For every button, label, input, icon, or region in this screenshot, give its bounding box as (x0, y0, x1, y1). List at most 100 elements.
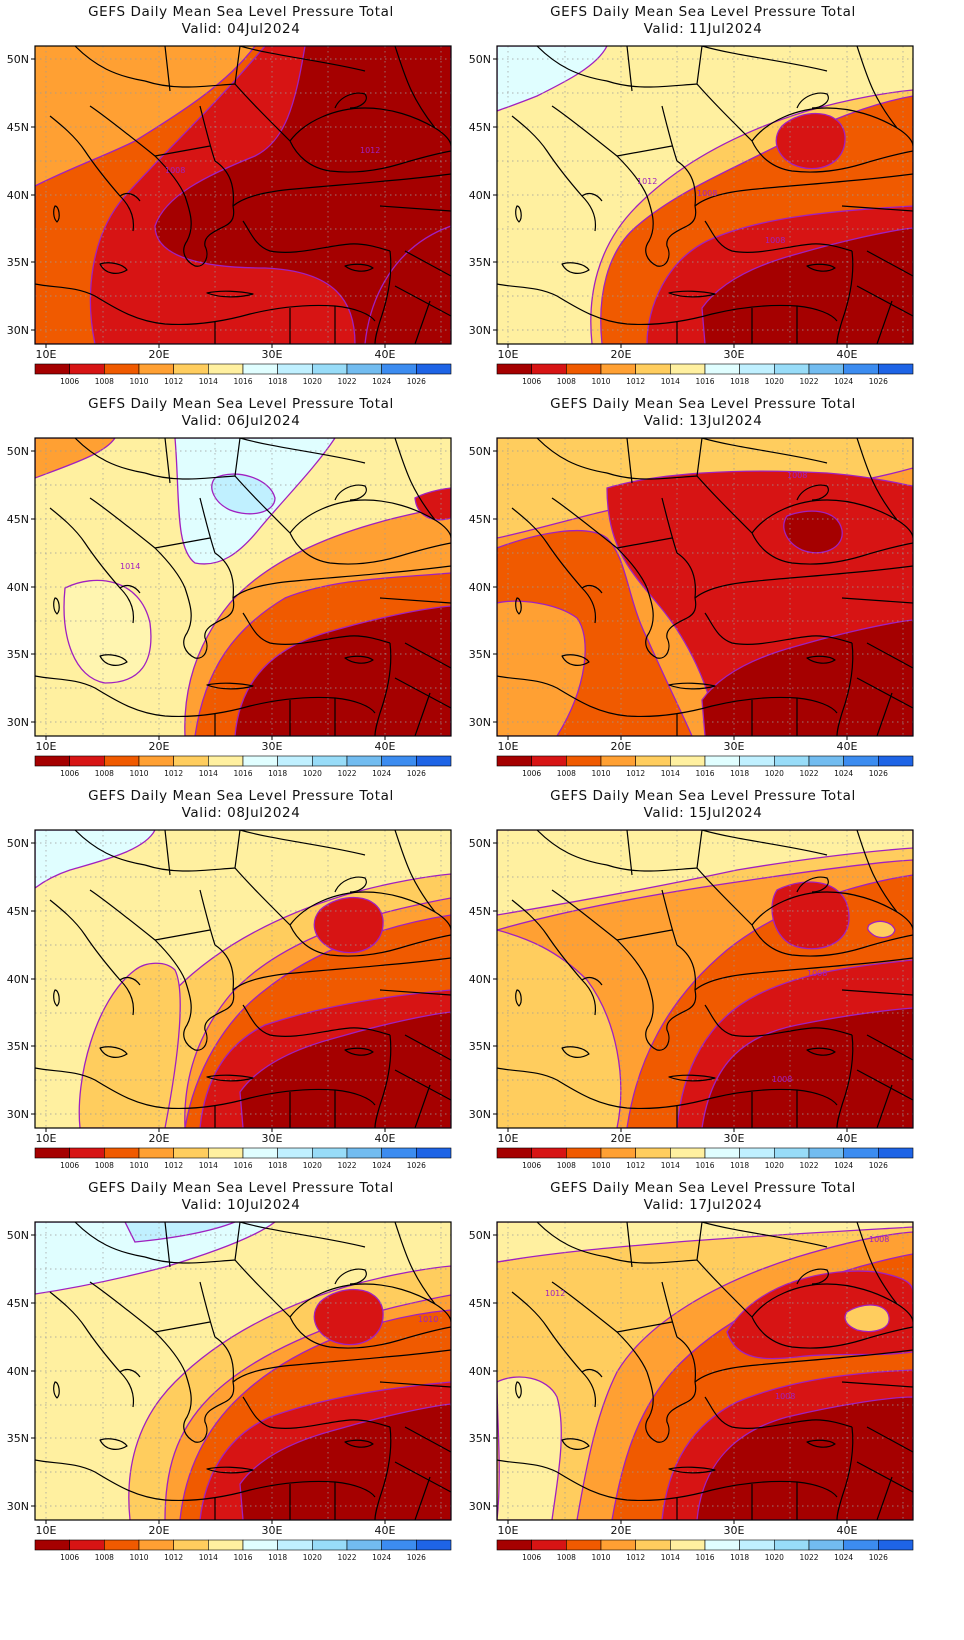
pressure-contour-region (239, 1403, 451, 1520)
colorbar-swatch (416, 363, 452, 375)
colorbar: 1006 1008 1010 1012 1014 1016 1018 1020 1022 1024… (34, 755, 452, 778)
map-panel: GEFS Daily Mean Sea Level Pressure Total… (462, 392, 944, 802)
colorbar: 1006 1008 1010 1012 1014 1016 1018 1020 1022 1024… (34, 1539, 452, 1562)
colorbar-tick-label: 1016 (233, 1161, 252, 1170)
colorbar-swatch (600, 363, 636, 375)
pressure-contour-region (497, 46, 608, 112)
colorbar-swatch (774, 1147, 810, 1159)
pressure-contour-region (497, 1222, 913, 1263)
map-svg: 1012 1008 1008 50N 45N 40N 35N 30N 10E 20E 30E 40E 1… (469, 1221, 914, 1562)
colorbar-swatch (704, 1147, 740, 1159)
lat-tick-label: 30N (7, 1108, 29, 1121)
lat-tick-label: 30N (469, 716, 491, 729)
lat-tick-label: 30N (7, 716, 29, 729)
lon-tick-label: 10E (498, 1524, 519, 1537)
colorbar-swatch (69, 1539, 105, 1551)
colorbar-swatch (416, 755, 452, 767)
lon-tick-label: 30E (262, 1524, 283, 1537)
lat-tick-label: 40N (7, 1365, 29, 1378)
colorbar-swatch (138, 755, 174, 767)
lat-tick-label: 35N (469, 1040, 491, 1053)
colorbar-tick-label: 1008 (95, 1553, 114, 1562)
pressure-contour-region (63, 579, 152, 684)
colorbar-swatch (496, 363, 532, 375)
lon-tick-label: 10E (36, 1524, 57, 1537)
colorbar-tick-label: 1026 (869, 377, 888, 386)
panel-valid-date: Valid: 10Jul2024 (181, 1197, 301, 1213)
contour-label: 1008 (165, 166, 185, 175)
coastlines (35, 830, 451, 1128)
colorbar-tick-label: 1010 (591, 1161, 610, 1170)
colorbar: 1006 1008 1010 1012 1014 1016 1018 1020 1022 1024… (496, 1539, 914, 1562)
colorbar-swatch (774, 363, 810, 375)
colorbar-swatch (312, 363, 348, 375)
colorbar-tick-label: 1006 (60, 377, 79, 386)
contour-label: 1008 (869, 1235, 889, 1244)
colorbar-swatch (878, 363, 914, 375)
lon-tick-label: 20E (611, 348, 632, 361)
colorbar-tick-label: 1010 (591, 769, 610, 778)
colorbar-tick-label: 1016 (695, 1161, 714, 1170)
colorbar-swatch (600, 1539, 636, 1551)
colorbar-tick-label: 1018 (268, 1553, 287, 1562)
colorbar-tick-label: 1016 (233, 1553, 252, 1562)
colorbar-tick-label: 1010 (129, 377, 148, 386)
colorbar-tick-label: 1016 (233, 769, 252, 778)
pressure-contour-region (701, 619, 913, 736)
colorbar-swatch (774, 755, 810, 767)
coastlines (35, 46, 451, 344)
colorbar-tick-label: 1018 (730, 377, 749, 386)
lon-tick-label: 30E (724, 1524, 745, 1537)
pressure-contour-region (783, 510, 843, 554)
lon-tick-label: 20E (611, 1132, 632, 1145)
colorbar-tick-label: 1006 (522, 377, 541, 386)
colorbar-tick-label: 1026 (407, 377, 426, 386)
colorbar-swatch (566, 1147, 602, 1159)
colorbar-swatch (670, 755, 706, 767)
colorbar-swatch (312, 755, 348, 767)
lat-tick-label: 40N (7, 189, 29, 202)
pressure-contour-region (867, 920, 896, 939)
colorbar-swatch (566, 755, 602, 767)
colorbar-swatch (496, 1147, 532, 1159)
colorbar-swatch (346, 1539, 382, 1551)
colorbar-swatch (381, 1147, 417, 1159)
colorbar-swatch (600, 1147, 636, 1159)
colorbar-tick-label: 1010 (129, 1161, 148, 1170)
lat-tick-label: 50N (469, 837, 491, 850)
lat-tick-label: 30N (7, 324, 29, 337)
lon-tick-label: 20E (149, 348, 170, 361)
colorbar-tick-label: 1026 (869, 769, 888, 778)
panel-title: GEFS Daily Mean Sea Level Pressure Total (88, 396, 394, 412)
pressure-contour-region (696, 1396, 913, 1520)
colorbar-tick-label: 1006 (522, 769, 541, 778)
lon-tick-label: 20E (149, 1132, 170, 1145)
colorbar-tick-label: 1024 (372, 769, 391, 778)
contour-label: 1012 (360, 146, 380, 155)
lat-tick-label: 35N (7, 648, 29, 661)
colorbar-swatch (670, 363, 706, 375)
lat-tick-label: 30N (469, 324, 491, 337)
colorbar-tick-label: 1024 (834, 377, 853, 386)
colorbar: 1006 1008 1010 1012 1014 1016 1018 1020 1022 1024… (496, 363, 914, 386)
panel-valid-date: Valid: 06Jul2024 (181, 413, 301, 429)
pressure-contour-region (497, 600, 586, 736)
pressure-contour-region (35, 438, 116, 479)
colorbar-swatch (808, 755, 844, 767)
colorbar-tick-label: 1020 (765, 769, 784, 778)
lon-tick-label: 10E (36, 1132, 57, 1145)
colorbar-swatch (34, 1539, 70, 1551)
colorbar-swatch (208, 755, 244, 767)
colorbar-tick-label: 1016 (695, 769, 714, 778)
colorbar-tick-label: 1010 (591, 1553, 610, 1562)
colorbar-swatch (242, 755, 278, 767)
lon-tick-label: 20E (611, 1524, 632, 1537)
lon-tick-label: 40E (837, 1524, 858, 1537)
colorbar-swatch (739, 755, 775, 767)
colorbar-tick-label: 1016 (233, 377, 252, 386)
colorbar-tick-label: 1024 (834, 769, 853, 778)
colorbar-swatch (808, 363, 844, 375)
contour-label: 1008 (772, 1075, 792, 1084)
colorbar-tick-label: 1008 (557, 1553, 576, 1562)
